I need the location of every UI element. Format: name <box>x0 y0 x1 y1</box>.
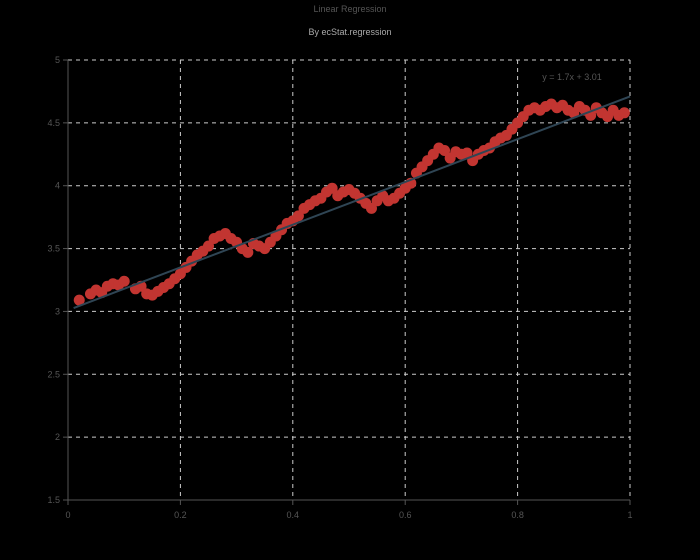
x-tick-label: 0.6 <box>399 510 412 520</box>
data-point <box>203 240 214 252</box>
y-tick-label: 5 <box>55 55 60 65</box>
data-point <box>292 210 304 222</box>
data-point <box>618 107 630 119</box>
data-point <box>326 182 338 194</box>
chart-title: Linear Regression <box>313 4 387 14</box>
y-tick-label: 3 <box>55 306 60 316</box>
y-tick-label: 2 <box>55 432 60 442</box>
y-tick-label: 1.5 <box>47 495 60 505</box>
data-point <box>73 294 85 306</box>
regression-line <box>73 95 631 309</box>
y-tick-label: 4 <box>55 181 60 191</box>
x-tick-label: 0.2 <box>174 510 187 520</box>
chart-subtitle: By ecStat.regression <box>308 27 392 37</box>
data-point <box>365 202 377 214</box>
data-point <box>118 275 130 287</box>
data-point <box>461 147 473 159</box>
x-tick-label: 1 <box>627 510 632 520</box>
y-tick-label: 3.5 <box>47 244 60 254</box>
x-tick-label: 0 <box>65 510 70 520</box>
x-tick-label: 0.4 <box>287 510 300 520</box>
data-point <box>242 246 254 258</box>
x-tick-label: 0.8 <box>511 510 524 520</box>
y-tick-label: 2.5 <box>47 369 60 379</box>
y-tick-label: 4.5 <box>47 118 60 128</box>
regression-equation: y = 1.7x + 3.01 <box>542 72 602 82</box>
data-point <box>439 145 451 157</box>
